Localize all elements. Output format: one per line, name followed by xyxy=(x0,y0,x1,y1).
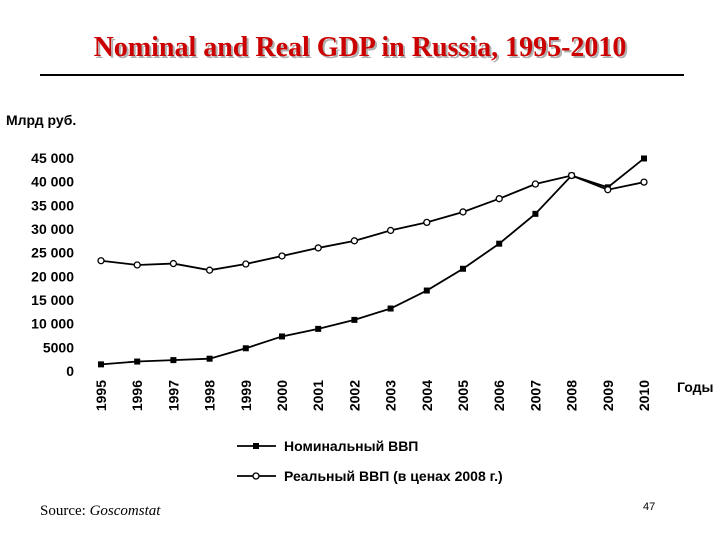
y-axis-ticks: 0 5000 10 000 15 000 20 000 25 000 30 000 35 00… xyxy=(31,150,74,379)
real-gdp-point xyxy=(386,226,395,235)
real-gdp-point xyxy=(604,186,612,194)
nominal-gdp-point xyxy=(351,316,358,323)
y-tick-label: 0 xyxy=(66,363,74,379)
y-tick-label: 15 000 xyxy=(31,292,74,308)
x-tick-label: 1998 xyxy=(202,380,218,411)
real-gdp-point xyxy=(459,208,467,216)
real-gdp-point xyxy=(97,257,105,265)
x-axis-ticks: 1995 1996 1997 1998 1999 2000 2001 2002 2003 2004… xyxy=(93,380,652,411)
real-gdp-point xyxy=(133,261,141,269)
page-number: 47 xyxy=(643,501,656,513)
nominal-gdp-point xyxy=(460,265,466,272)
real-gdp-point xyxy=(242,260,250,268)
series-lines xyxy=(97,155,648,368)
x-tick-label: 2005 xyxy=(455,380,471,411)
x-tick-label: 2006 xyxy=(491,380,507,411)
x-tick-label: 1996 xyxy=(129,380,145,411)
legend-label: Номинальный ВВП xyxy=(284,438,418,454)
x-tick-label: 2008 xyxy=(564,380,580,411)
nominal-gdp-point xyxy=(315,325,322,332)
real-gdp-point xyxy=(278,252,286,260)
x-tick-label: 2001 xyxy=(310,380,326,411)
nominal-gdp-point xyxy=(641,155,647,162)
x-tick-label: 2010 xyxy=(636,380,652,411)
x-tick-label: 2004 xyxy=(419,380,435,411)
nominal-gdp-point xyxy=(206,355,213,362)
x-tick-label: 1999 xyxy=(238,380,254,411)
real-gdp-point xyxy=(495,195,503,203)
y-tick-label: 40 000 xyxy=(31,174,74,190)
nominal-gdp-point xyxy=(532,210,539,217)
source-note: Source: Goscomstat xyxy=(40,503,160,520)
nominal-gdp-point xyxy=(423,287,430,294)
x-tick-label: 2003 xyxy=(383,380,399,411)
x-tick-label: 2000 xyxy=(274,380,290,411)
x-axis-label: Годы xyxy=(677,379,713,395)
real-gdp-line xyxy=(100,174,645,272)
title-divider xyxy=(40,74,684,76)
x-tick-label: 1995 xyxy=(93,380,109,411)
y-tick-label: 35 000 xyxy=(31,197,74,213)
real-gdp-point xyxy=(567,171,576,180)
real-gdp-point xyxy=(531,180,540,188)
real-gdp-point xyxy=(423,218,431,227)
y-tick-label: 10 000 xyxy=(31,316,74,332)
real-gdp-point xyxy=(350,237,359,245)
legend-marker-circle xyxy=(252,472,260,480)
nominal-gdp-point xyxy=(98,361,104,368)
nominal-gdp-point xyxy=(134,358,141,365)
y-tick-label: 30 000 xyxy=(31,221,74,237)
y-tick-label: 20 000 xyxy=(31,268,74,284)
nominal-gdp-point xyxy=(387,305,394,312)
real-gdp-point xyxy=(169,259,178,268)
nominal-gdp-line xyxy=(100,157,645,366)
y-tick-label: 5000 xyxy=(43,339,74,355)
y-tick-label: 45 000 xyxy=(31,150,74,166)
real-gdp-point xyxy=(640,178,648,186)
x-tick-label: 2009 xyxy=(600,380,616,411)
legend-label: Реальный ВВП (в ценах 2008 г.) xyxy=(284,468,503,484)
source-label: Source: xyxy=(40,503,86,519)
y-axis-label: Млрд руб. xyxy=(6,112,76,128)
x-tick-label: 2007 xyxy=(527,380,543,411)
real-gdp-point xyxy=(205,266,214,274)
nominal-gdp-point xyxy=(242,345,249,352)
nominal-gdp-point xyxy=(279,333,285,340)
x-tick-label: 2002 xyxy=(346,380,362,411)
real-gdp-point xyxy=(314,244,322,252)
x-tick-label: 1997 xyxy=(165,380,181,411)
nominal-gdp-point xyxy=(170,357,177,364)
source-name: Goscomstat xyxy=(89,503,161,519)
legend-marker-square xyxy=(253,443,259,449)
y-tick-label: 25 000 xyxy=(31,245,74,261)
slide-title: Nominal and Real GDP in Russia, 1995-201… xyxy=(93,32,627,63)
nominal-gdp-point xyxy=(496,240,503,247)
legend: Номинальный ВВП Реальный ВВП (в ценах 200… xyxy=(237,438,503,484)
